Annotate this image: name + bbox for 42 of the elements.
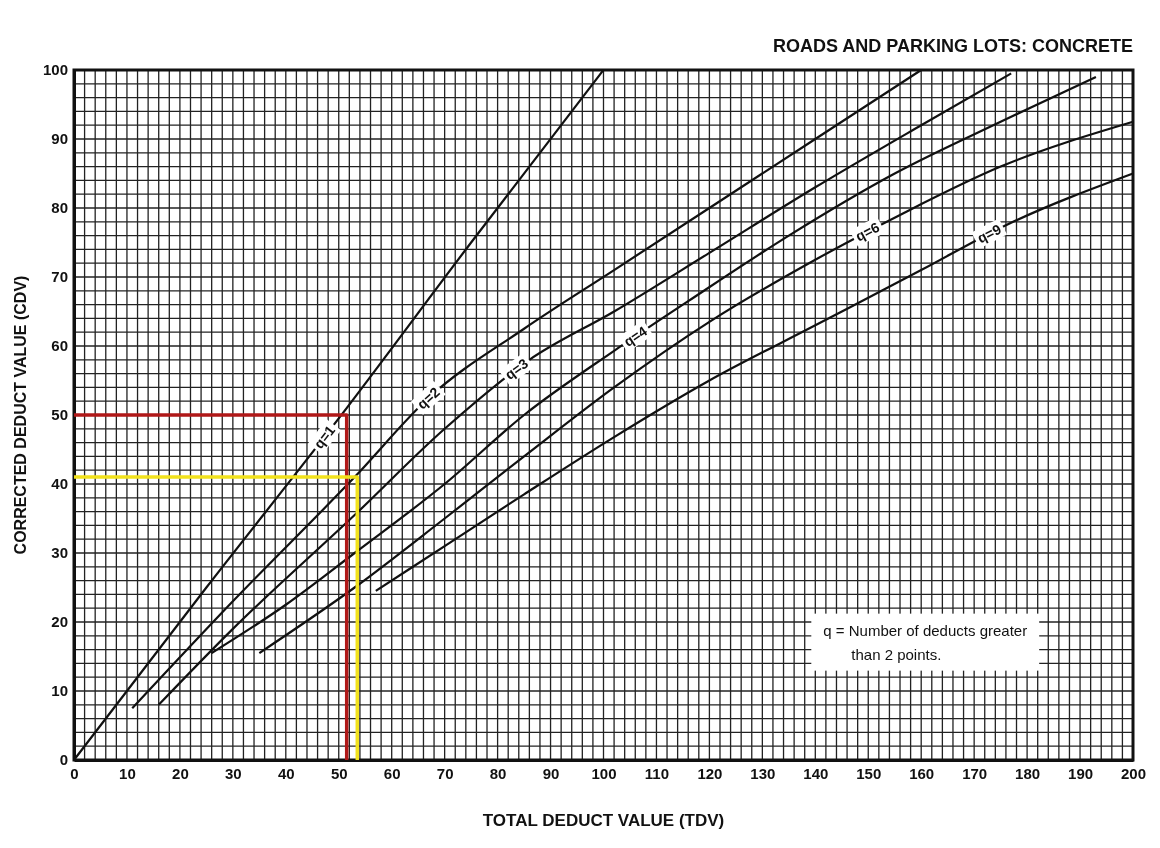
x-tick-label: 30 [225, 764, 242, 782]
y-tick-label: 100 [42, 61, 68, 79]
x-tick-label: 140 [803, 764, 829, 782]
x-tick-label: 110 [644, 764, 670, 782]
x-tick-label: 190 [1068, 764, 1094, 782]
chart-title: ROADS AND PARKING LOTS: CONCRETE [773, 36, 1133, 56]
text: q=1 [310, 422, 339, 452]
x-tick-label: 70 [436, 764, 454, 782]
y-tick-label: 20 [51, 613, 68, 631]
x-tick-label: 80 [489, 764, 507, 782]
y-tick-label: 40 [51, 475, 68, 493]
text: q=4 [620, 322, 651, 350]
x-tick-label: 60 [383, 764, 401, 782]
y-axis-title: CORRECTED DEDUCT VALUE (CDV) [12, 275, 29, 555]
y-tick-label: 70 [51, 268, 68, 286]
x-tick-label: 10 [119, 764, 136, 782]
y-tick-label: 80 [51, 199, 68, 217]
x-tick-label: 180 [1015, 764, 1041, 782]
text: q=6 [852, 218, 883, 245]
x-axis-title: TOTAL DEDUCT VALUE (TDV) [482, 811, 725, 830]
x-tick-label: 20 [172, 764, 189, 782]
y-tick-label: 90 [51, 130, 68, 148]
y-tick-label: 50 [51, 406, 68, 424]
x-tick-label: 50 [330, 764, 348, 782]
x-tick-label: 40 [277, 764, 295, 782]
x-tick-label: 160 [909, 764, 935, 782]
y-tick-label: 60 [51, 337, 68, 355]
y-tick-label: 0 [59, 751, 68, 769]
x-tick-label: 200 [1120, 764, 1147, 782]
x-tick-label: 0 [70, 764, 79, 782]
text: q=3 [501, 355, 532, 383]
x-tick-label: 130 [750, 764, 776, 782]
y-tick-label: 10 [51, 682, 68, 700]
x-tick-label: 90 [542, 764, 560, 782]
y-tick-label: 30 [51, 544, 68, 562]
x-tick-label: 170 [962, 764, 988, 782]
x-tick-label: 150 [856, 764, 882, 782]
x-tick-label: 100 [591, 764, 617, 782]
series-label: q=2 [413, 383, 443, 413]
x-tick-label: 120 [697, 764, 723, 782]
annotation: q = Number of deducts greater than 2 points. [823, 621, 1028, 663]
text: q=9 [974, 220, 1004, 247]
